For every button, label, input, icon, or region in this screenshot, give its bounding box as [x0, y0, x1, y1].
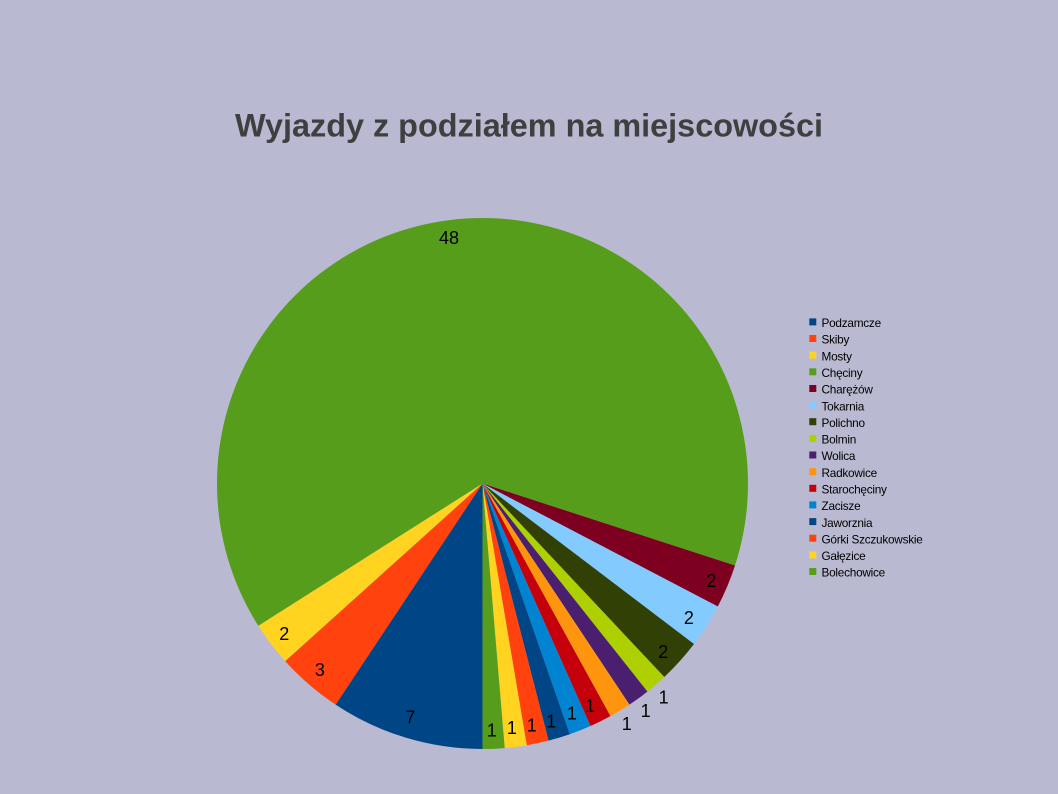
- svg-text:Skiby: Skiby: [822, 333, 850, 347]
- svg-text:1: 1: [622, 714, 632, 734]
- svg-text:7: 7: [405, 708, 415, 728]
- svg-text:48: 48: [439, 228, 459, 248]
- svg-text:2: 2: [658, 642, 668, 662]
- svg-text:1: 1: [567, 704, 577, 724]
- svg-text:Tokarnia: Tokarnia: [822, 399, 865, 413]
- svg-text:1: 1: [527, 716, 537, 736]
- svg-text:3: 3: [315, 660, 325, 680]
- svg-text:Chęciny: Chęciny: [822, 366, 863, 380]
- svg-text:1: 1: [546, 712, 556, 732]
- svg-text:2: 2: [279, 624, 289, 644]
- svg-text:Zacisze: Zacisze: [822, 499, 862, 513]
- svg-text:Podzamcze: Podzamcze: [822, 316, 882, 330]
- svg-text:Wyjazdy z podziałem na miejsco: Wyjazdy z podziałem na miejscowości: [235, 108, 823, 144]
- svg-text:1: 1: [585, 696, 595, 716]
- svg-text:1: 1: [507, 718, 517, 738]
- svg-text:1: 1: [641, 701, 651, 721]
- svg-text:Bolmin: Bolmin: [822, 433, 857, 447]
- svg-text:Gałęzice: Gałęzice: [822, 549, 867, 563]
- svg-text:Jaworznia: Jaworznia: [822, 516, 874, 530]
- svg-text:Bolechowice: Bolechowice: [822, 566, 886, 580]
- svg-text:2: 2: [706, 571, 716, 591]
- svg-text:Charężów: Charężów: [822, 383, 874, 397]
- svg-text:2: 2: [684, 608, 694, 628]
- svg-text:1: 1: [659, 687, 669, 707]
- svg-text:Starochęciny: Starochęciny: [822, 483, 888, 497]
- svg-text:Polichno: Polichno: [822, 416, 866, 430]
- svg-text:Wolica: Wolica: [822, 449, 856, 463]
- svg-text:Radkowice: Radkowice: [822, 466, 878, 480]
- svg-text:Górki Szczukowskie: Górki Szczukowskie: [822, 532, 924, 546]
- svg-text:1: 1: [487, 720, 497, 740]
- svg-text:Mosty: Mosty: [822, 349, 853, 363]
